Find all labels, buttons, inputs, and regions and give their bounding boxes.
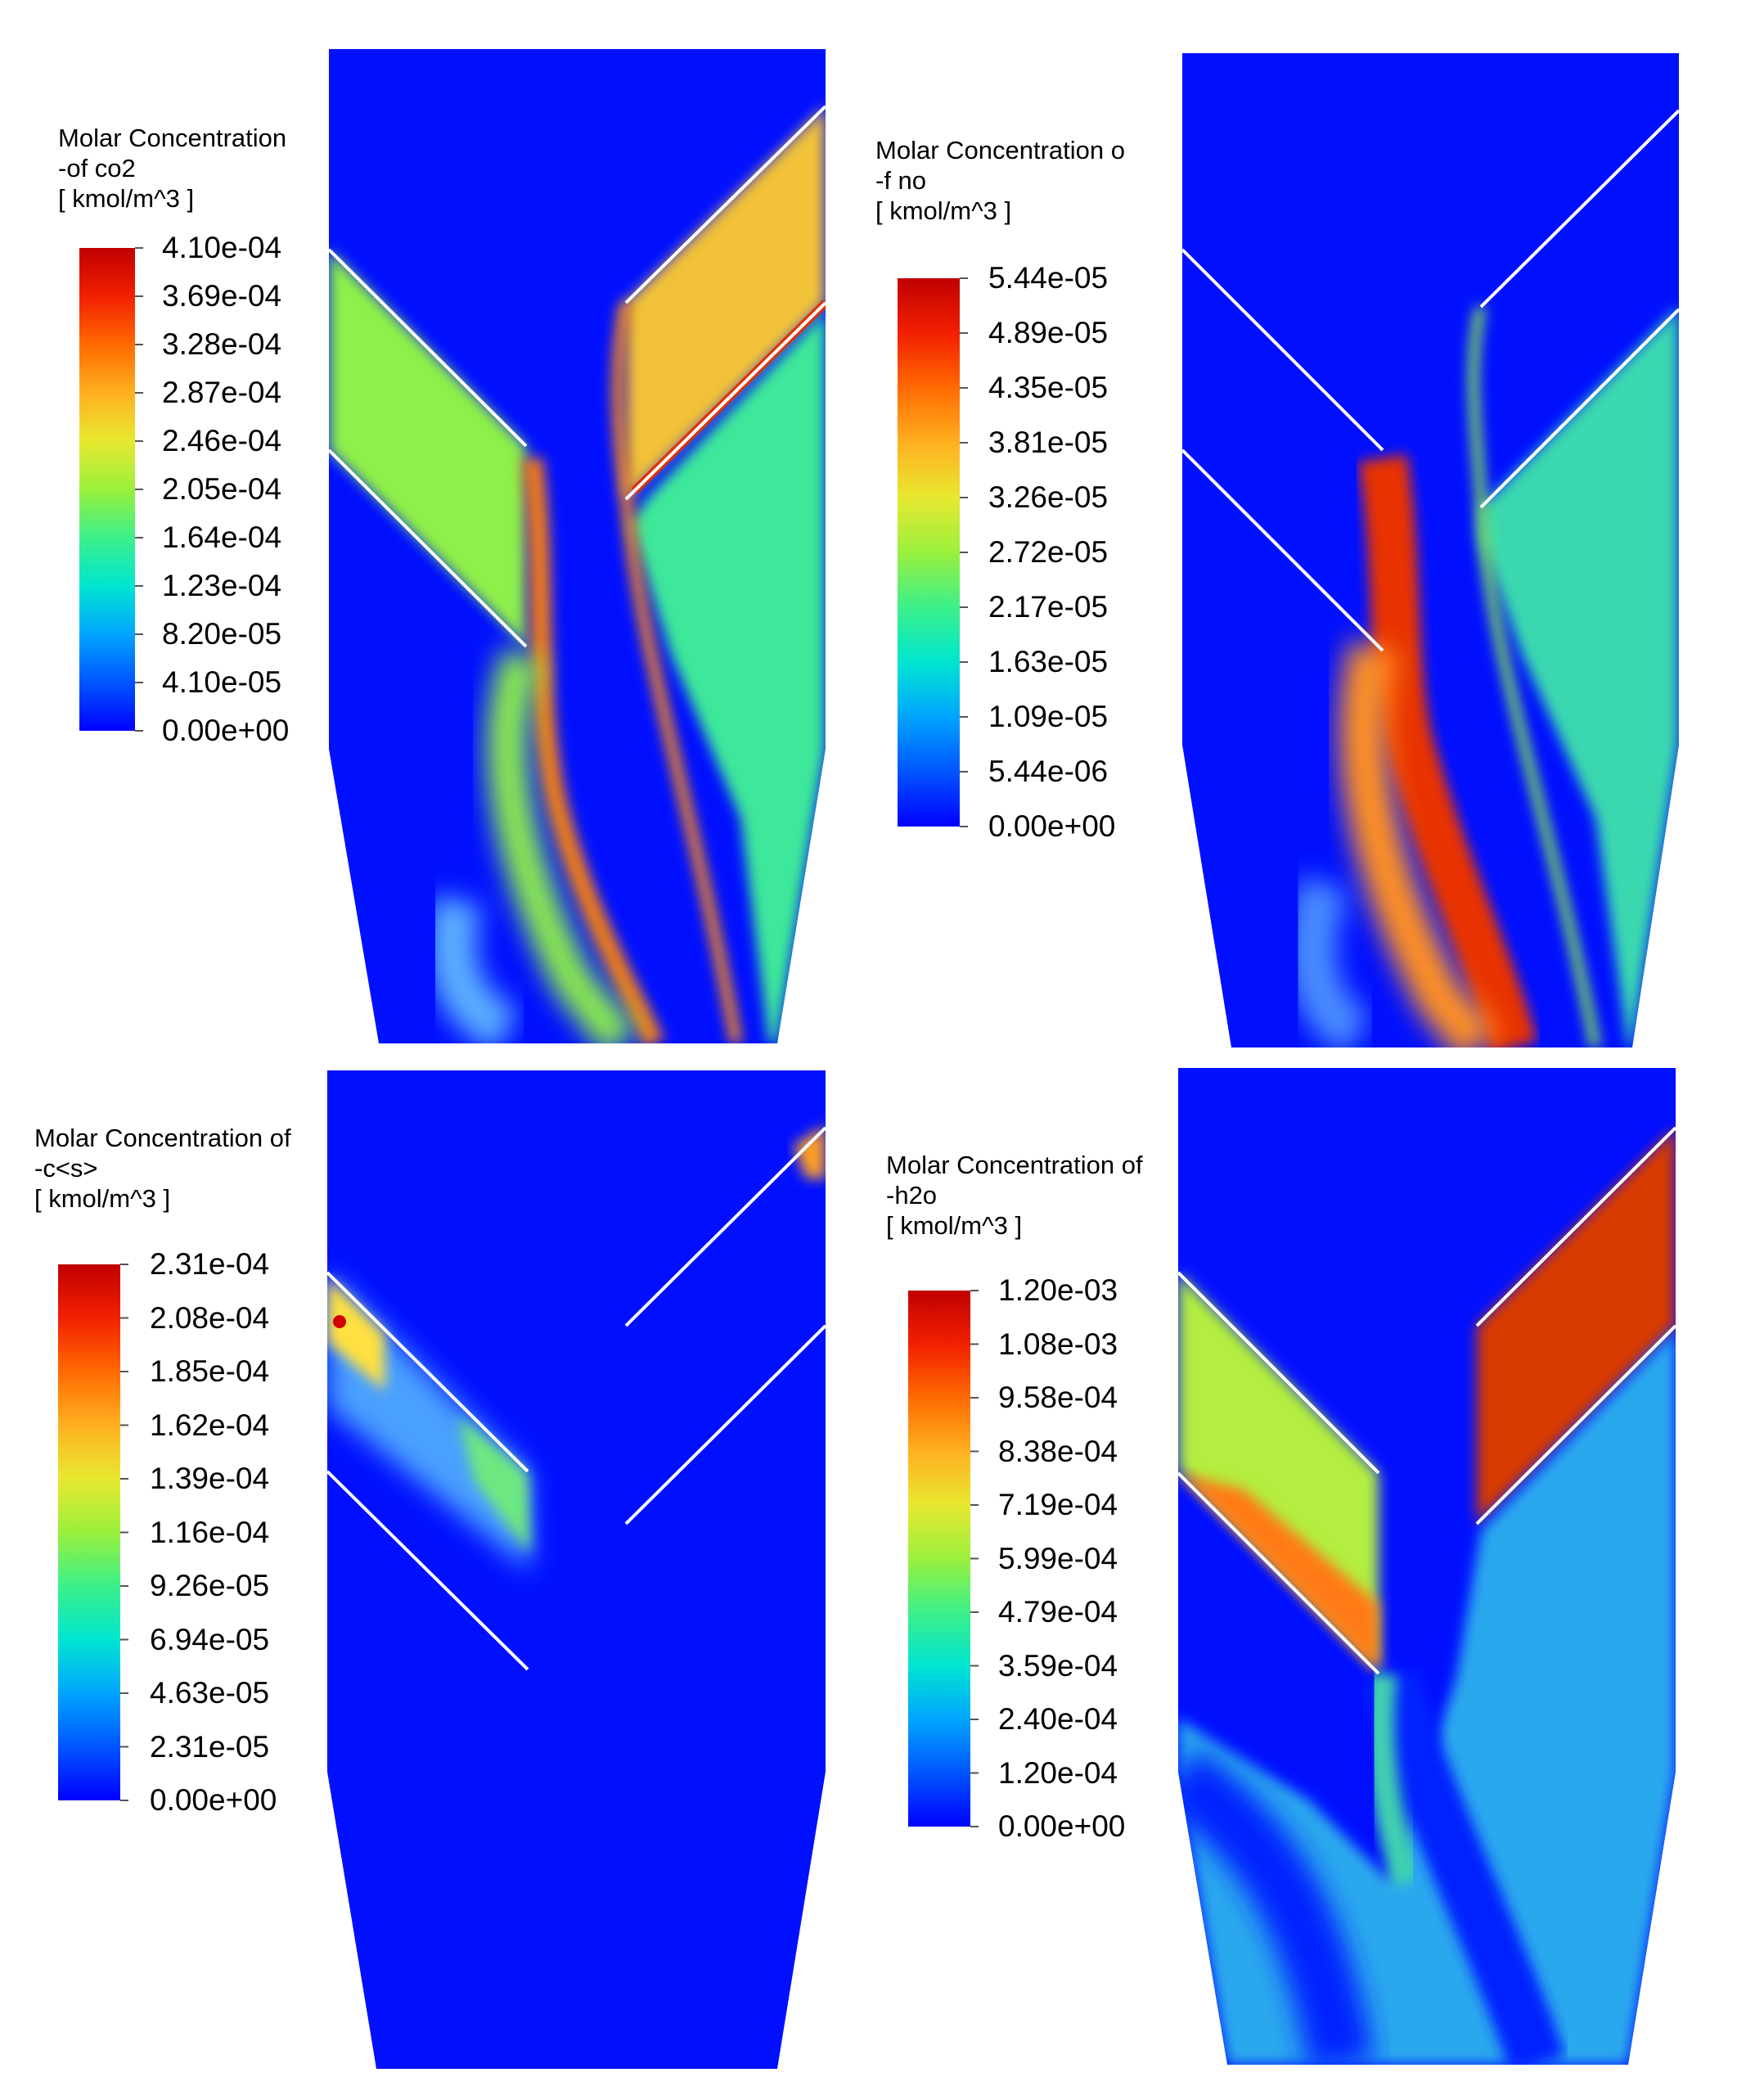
co2-tick-label: 4.10e-04 bbox=[162, 231, 282, 264]
co2-tick-label: 4.10e-05 bbox=[162, 665, 282, 699]
cs-title-line-1: Molar Concentration of bbox=[34, 1124, 291, 1152]
h2o-tick-label: 0.00e+00 bbox=[998, 1809, 1126, 1843]
co2-colorbar bbox=[79, 248, 135, 731]
h2o-tick-label: 1.08e-03 bbox=[998, 1327, 1118, 1361]
co2-tick-label: 2.46e-04 bbox=[162, 424, 282, 457]
h2o-tick-label: 3.59e-04 bbox=[998, 1648, 1118, 1683]
h2o-tick-label: 8.38e-04 bbox=[998, 1434, 1118, 1468]
cs-tick-label: 1.16e-04 bbox=[150, 1515, 270, 1549]
no-legend-title: Molar Concentration o -f no [ kmol/m^3 ] bbox=[875, 135, 1125, 226]
no-tick-label: 3.81e-05 bbox=[988, 426, 1109, 459]
cs-tick-label: 6.94e-05 bbox=[150, 1622, 270, 1656]
no-colorbar bbox=[898, 278, 960, 827]
cs-colorbar bbox=[58, 1264, 120, 1800]
h2o-tick-label: 1.20e-04 bbox=[998, 1755, 1118, 1790]
no-tick-label: 4.89e-05 bbox=[988, 316, 1109, 349]
cs-tick-label: 9.26e-05 bbox=[150, 1569, 270, 1602]
cs-contour-field bbox=[326, 1070, 827, 2069]
cs-tick-label: 2.31e-05 bbox=[150, 1729, 270, 1764]
h2o-title-line-3: [ kmol/m^3 ] bbox=[886, 1211, 1023, 1240]
co2-tick-label: 3.28e-04 bbox=[162, 327, 282, 361]
no-tick-label: 4.35e-05 bbox=[988, 371, 1109, 404]
co2-title-line-1: Molar Concentration bbox=[58, 124, 287, 152]
cs-tick-label: 4.63e-05 bbox=[150, 1676, 270, 1710]
h2o-contour-field bbox=[1177, 1068, 1677, 2065]
h2o-tick-label: 9.58e-04 bbox=[998, 1381, 1118, 1414]
co2-title-line-2: -of co2 bbox=[58, 154, 136, 182]
no-tick-label: 3.26e-05 bbox=[988, 480, 1109, 514]
cs-tick-label: 2.31e-04 bbox=[150, 1247, 270, 1281]
co2-legend-title: Molar Concentration -of co2 [ kmol/m^3 ] bbox=[58, 123, 286, 214]
co2-tick-label: 3.69e-04 bbox=[162, 279, 282, 313]
h2o-colorbar bbox=[908, 1291, 970, 1827]
cs-title-line-3: [ kmol/m^3 ] bbox=[34, 1184, 171, 1213]
cs-tick-label: 1.85e-04 bbox=[150, 1354, 270, 1388]
h2o-tick-label: 2.40e-04 bbox=[998, 1702, 1118, 1736]
co2-tick-label: 2.05e-04 bbox=[162, 472, 282, 506]
co2-tick-label: 2.87e-04 bbox=[162, 376, 282, 409]
h2o-title-line-2: -h2o bbox=[886, 1181, 938, 1210]
h2o-tick-label: 1.20e-03 bbox=[998, 1273, 1118, 1307]
no-tick-label: 5.44e-06 bbox=[988, 755, 1109, 788]
h2o-tick-label: 7.19e-04 bbox=[998, 1488, 1118, 1521]
cs-tick-label: 2.08e-04 bbox=[150, 1300, 270, 1335]
cs-tick-label: 0.00e+00 bbox=[150, 1783, 277, 1817]
no-tick-label: 5.44e-05 bbox=[988, 261, 1109, 295]
h2o-legend-title: Molar Concentration of -h2o [ kmol/m^3 ] bbox=[886, 1150, 1143, 1241]
co2-tick-label: 1.23e-04 bbox=[162, 569, 282, 602]
no-title-line-3: [ kmol/m^3 ] bbox=[875, 196, 1012, 225]
cs-tick-label: 1.39e-04 bbox=[150, 1462, 270, 1495]
no-tick-label: 1.63e-05 bbox=[988, 645, 1109, 678]
cs-title-line-2: -c<s> bbox=[34, 1154, 98, 1183]
colorbar-tick-marks bbox=[120, 247, 979, 1827]
no-title-line-1: Molar Concentration o bbox=[875, 136, 1125, 164]
h2o-title-line-1: Molar Concentration of bbox=[886, 1151, 1143, 1179]
no-tick-label: 0.00e+00 bbox=[988, 809, 1116, 843]
h2o-tick-label: 4.79e-04 bbox=[998, 1595, 1118, 1629]
co2-title-line-3: [ kmol/m^3 ] bbox=[58, 184, 195, 213]
co2-tick-label: 1.64e-04 bbox=[162, 520, 282, 554]
co2-contour-field bbox=[327, 49, 827, 1043]
h2o-tick-label: 5.99e-04 bbox=[998, 1541, 1118, 1575]
no-tick-label: 1.09e-05 bbox=[988, 700, 1109, 733]
co2-tick-label: 0.00e+00 bbox=[162, 714, 290, 747]
no-title-line-2: -f no bbox=[875, 166, 927, 195]
no-tick-label: 2.17e-05 bbox=[988, 590, 1109, 624]
no-contour-field bbox=[1181, 53, 1681, 1048]
cs-tick-label: 1.62e-04 bbox=[150, 1408, 270, 1442]
co2-tick-label: 8.20e-05 bbox=[162, 617, 282, 651]
no-tick-label: 2.72e-05 bbox=[988, 535, 1109, 569]
cs-legend-title: Molar Concentration of -c<s> [ kmol/m^3 … bbox=[34, 1123, 291, 1214]
